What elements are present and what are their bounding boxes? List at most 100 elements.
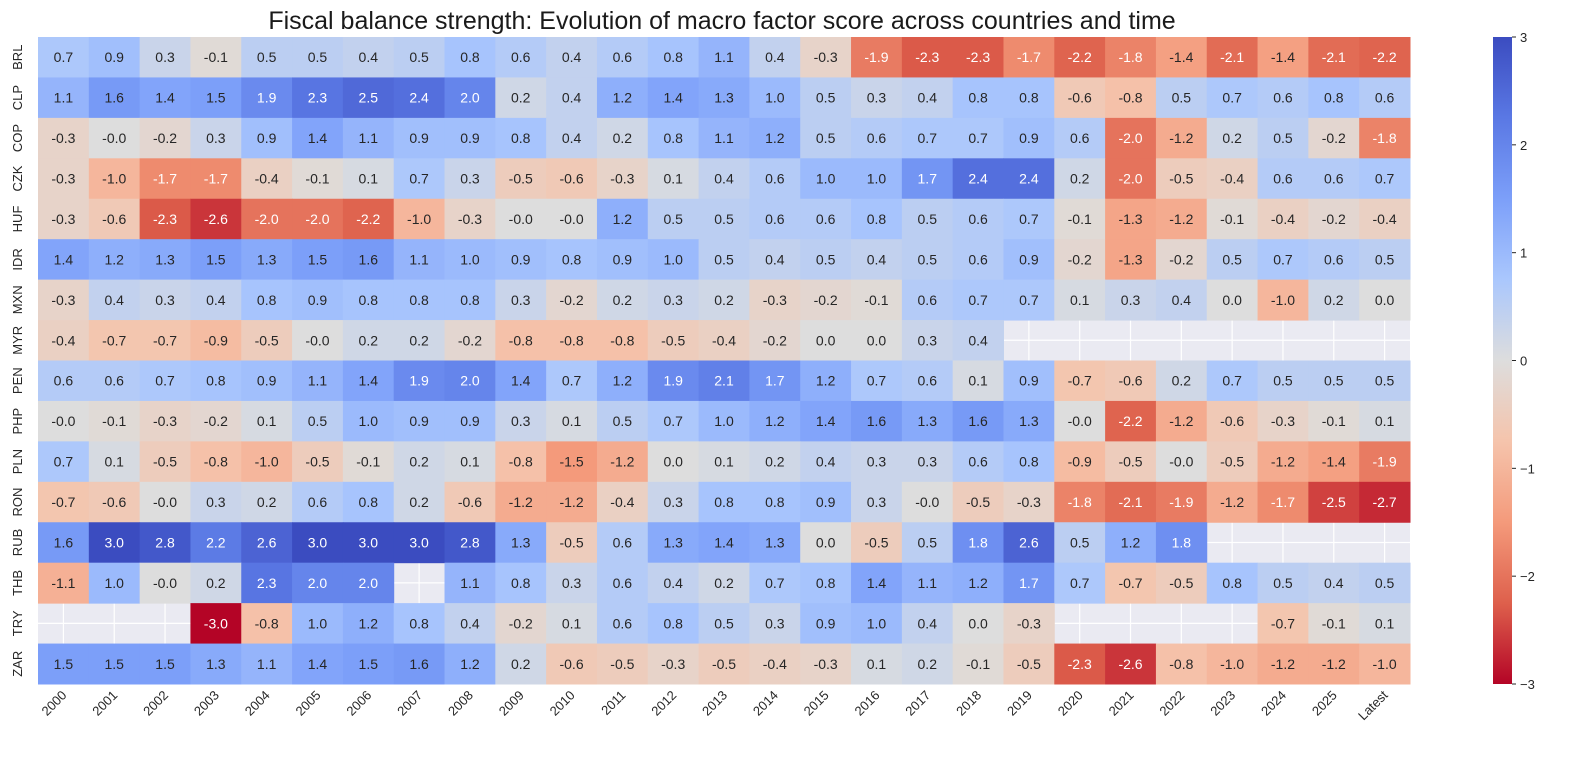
heatmap-cell (851, 320, 903, 361)
heatmap-cell (241, 522, 293, 564)
heatmap-cell (444, 158, 496, 200)
heatmap-cell (1155, 37, 1208, 78)
cell-value-label: -2.1 (1118, 494, 1142, 510)
heatmap-cell (38, 400, 90, 442)
heatmap-cell (596, 279, 649, 321)
heatmap-cell (241, 603, 293, 645)
heatmap-cell (1206, 117, 1259, 159)
cell-value-label: -0.0 (153, 575, 177, 591)
heatmap-cell (88, 117, 141, 159)
cell-value-label: 0.8 (460, 292, 480, 308)
cell-value-label: 0.3 (918, 332, 938, 348)
heatmap-cell (1003, 117, 1055, 159)
heatmap-cell (952, 441, 1004, 483)
heatmap-cell (1257, 279, 1309, 321)
heatmap-cell (241, 481, 293, 523)
cell-value-label: 0.5 (918, 251, 938, 267)
heatmap-cell (1003, 158, 1055, 200)
heatmap-cell (800, 562, 852, 604)
heatmap-cell (647, 320, 700, 361)
heatmap-cell (596, 400, 649, 442)
cell-value-label: 0.3 (918, 454, 938, 470)
x-tick-label: 2015 (801, 688, 832, 719)
heatmap-cell (38, 117, 90, 159)
cell-value-label: 0.4 (765, 49, 785, 65)
cell-value-label: 0.9 (257, 373, 277, 389)
heatmap-cell (444, 198, 496, 240)
x-tick-label: 2011 (598, 688, 628, 718)
cell-value-label: -0.5 (153, 454, 177, 470)
cell-value-label: 0.7 (1222, 90, 1242, 106)
cell-value-label: 0.2 (613, 130, 633, 146)
cell-value-label: 2.0 (308, 575, 328, 591)
cell-value-label: -0.1 (966, 656, 990, 672)
cell-value-label: -0.0 (509, 211, 533, 227)
heatmap-cell (546, 603, 598, 645)
cell-value-label: -2.2 (1118, 413, 1142, 429)
cell-value-label: -1.3 (1118, 211, 1142, 227)
heatmap-cell (546, 643, 598, 685)
cell-value-label: -0.0 (559, 211, 583, 227)
cell-value-label: 1.2 (359, 615, 379, 631)
cell-value-label: 0.2 (918, 656, 938, 672)
cell-value-label: -0.3 (1271, 413, 1295, 429)
heatmap-cell (495, 158, 547, 200)
cell-value-label: 0.6 (613, 49, 633, 65)
heatmap-cell (444, 239, 496, 281)
heatmap-cell (901, 239, 954, 281)
heatmap-cell (596, 77, 649, 119)
heatmap-cell (393, 400, 446, 442)
heatmap-cell (1308, 603, 1360, 645)
cell-value-label: 0.8 (359, 292, 379, 308)
heatmap-cell (1105, 239, 1157, 281)
heatmap-cell (393, 158, 446, 200)
cell-value-label: 0.0 (968, 615, 988, 631)
cell-value-label: -0.0 (1169, 454, 1193, 470)
heatmap-cell (901, 562, 954, 604)
cell-value-label: -0.4 (610, 494, 634, 510)
cell-value-label: 0.4 (714, 171, 734, 187)
x-tick-label: 2002 (140, 688, 171, 719)
heatmap-cell (393, 603, 446, 645)
heatmap-cell (1257, 198, 1309, 240)
heatmap-cell (647, 400, 700, 442)
cell-value-label: -3.0 (204, 615, 228, 631)
heatmap-cell (546, 117, 598, 159)
heatmap-cell (1105, 279, 1157, 321)
cell-value-label: 0.5 (1070, 534, 1090, 550)
heatmap-cell (1105, 158, 1157, 200)
cell-value-label: -0.4 (763, 656, 787, 672)
cell-value-label: 0.7 (1222, 373, 1242, 389)
cell-value-label: -0.2 (1068, 251, 1092, 267)
heatmap-cell (901, 360, 954, 402)
heatmap-cell (292, 562, 344, 604)
colorbar-tick-label: −3 (1520, 677, 1535, 692)
cell-value-label: -0.7 (51, 494, 75, 510)
cell-value-label: 1.1 (308, 373, 328, 389)
cell-value-label: 0.5 (308, 49, 328, 65)
heatmap-cell (342, 603, 395, 645)
cell-value-label: -1.0 (1373, 656, 1397, 672)
cell-value-label: 0.5 (1222, 251, 1242, 267)
heatmap-cell (1003, 279, 1055, 321)
heatmap-cell (901, 198, 954, 240)
x-tick-label: Latest (1355, 687, 1391, 723)
cell-value-label: -0.7 (1118, 575, 1142, 591)
cell-value-label: 0.8 (663, 49, 683, 65)
heatmap-cell (88, 37, 141, 78)
heatmap-cell (38, 239, 90, 281)
cell-value-label: 0.9 (613, 251, 633, 267)
cell-value-label: 0.5 (1375, 251, 1395, 267)
cell-value-label: 0.7 (968, 130, 988, 146)
cell-value-label: -0.1 (1220, 211, 1244, 227)
heatmap-cell (292, 603, 344, 645)
heatmap-cell (749, 400, 801, 442)
heatmap-cell (952, 522, 1004, 564)
cell-value-label: 0.2 (714, 575, 734, 591)
x-tick-label: 2008 (445, 688, 476, 719)
heatmap-cell (1054, 158, 1106, 200)
y-tick-label: BRL (10, 45, 25, 70)
cell-value-label: -0.3 (51, 211, 75, 227)
heatmap-cell (1155, 481, 1208, 523)
cell-value-label: 0.4 (104, 292, 124, 308)
